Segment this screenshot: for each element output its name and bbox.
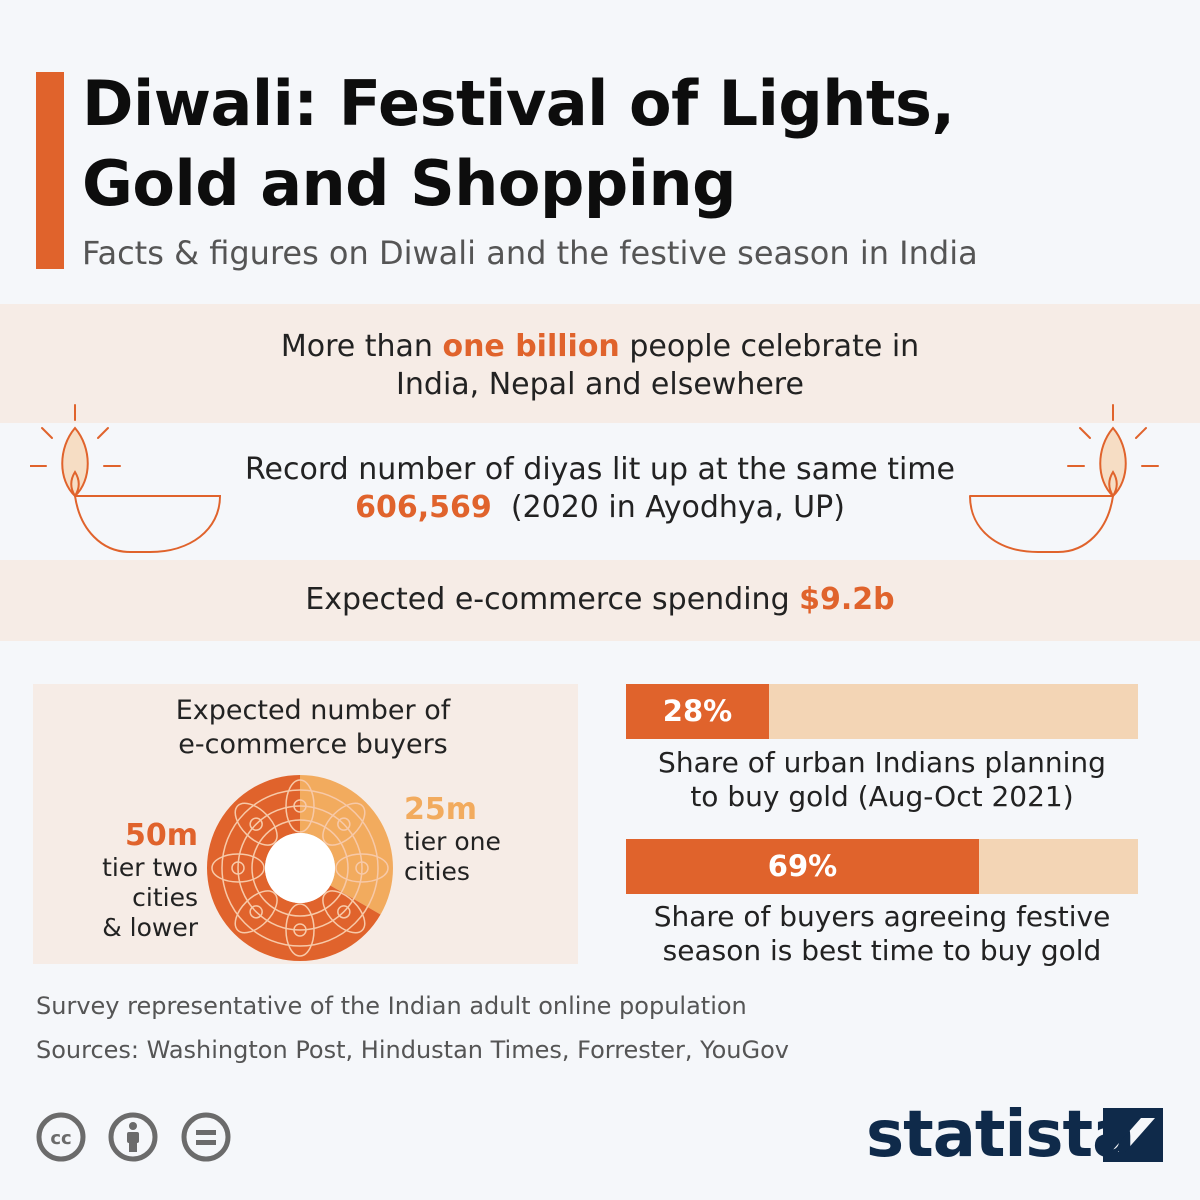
fact-2-text-post: (2020 in Ayodhya, UP) [510, 490, 845, 525]
sources-note: Sources: Washington Post, Hindustan Time… [36, 1036, 789, 1064]
fact-1: More than one billion people celebrate i… [0, 328, 1200, 404]
attribution-icon[interactable] [108, 1112, 158, 1162]
page-subtitle: Facts & figures on Diwali and the festiv… [82, 234, 978, 272]
bar-value-label-2: 69% [767, 849, 838, 883]
bar-value-label-1: 28% [662, 694, 733, 728]
title-line-1: Diwali: Festival of Lights, [82, 67, 955, 140]
donut-chart [207, 775, 393, 961]
fact-1-text-post: people celebrate in [619, 329, 920, 364]
statista-logo[interactable]: statista [866, 1098, 1135, 1172]
donut-title-line-1: Expected number of [175, 695, 451, 726]
statista-logo-icon [1103, 1108, 1163, 1162]
fact-2-highlight: 606,569 [355, 490, 492, 525]
diya-icon-right [969, 404, 1159, 553]
slice-text-line: & lower [102, 913, 198, 942]
rangoli-pattern [211, 779, 389, 957]
no-derivatives-icon[interactable] [181, 1112, 231, 1162]
fact-1-line-2: India, Nepal and elsewhere [396, 367, 804, 402]
diya-icon-left [30, 404, 222, 553]
bar-fill-1 [626, 684, 769, 739]
cc-icon[interactable]: cc [36, 1112, 86, 1162]
title-accent-bar [36, 72, 64, 269]
slice-text-line: cities [132, 883, 198, 912]
bar-desc-line: season is best time to buy gold [662, 934, 1102, 967]
bar-fill-2 [626, 839, 979, 894]
fact-band-3 [0, 560, 1200, 641]
slice-value-tier-one: 25m [404, 792, 478, 827]
slice-label-tier-one: 25m tier one cities [404, 792, 554, 887]
bar-desc-line: to buy gold (Aug-Oct 2021) [690, 780, 1074, 813]
slice-label-tier-two: 50m tier two cities & lower [80, 818, 198, 943]
fact-3-highlight: $9.2b [799, 582, 895, 617]
slice-text-line: tier one [404, 827, 501, 856]
page-title: Diwali: Festival of Lights, Gold and Sho… [82, 64, 1172, 224]
bar-track-2: 69% [626, 839, 1138, 894]
bar-desc-line: Share of urban Indians planning [658, 746, 1106, 779]
donut-title-line-2: e-commerce buyers [178, 729, 448, 760]
slice-value-tier-two: 50m [124, 818, 198, 853]
bar-desc-line: Share of buyers agreeing festive [653, 900, 1111, 933]
donut-chart-title: Expected number of e-commerce buyers [33, 694, 593, 762]
fact-2: Record number of diyas lit up at the sam… [0, 451, 1200, 527]
bar-description-1: Share of urban Indians planning to buy g… [626, 746, 1138, 814]
fact-3-text-pre: Expected e-commerce spending [305, 582, 800, 617]
fact-3: Expected e-commerce spending $9.2b [0, 581, 1200, 619]
fact-1-text-pre: More than [280, 329, 443, 364]
title-line-2: Gold and Shopping [82, 147, 737, 220]
bar-track-1: 28% [626, 684, 1138, 739]
donut-hole [265, 833, 335, 903]
fact-1-highlight: one billion [442, 329, 620, 364]
bar-description-2: Share of buyers agreeing festive season … [626, 900, 1138, 968]
svg-text:cc: cc [50, 1128, 71, 1149]
slice-text-line: cities [404, 857, 470, 886]
fact-2-line-1: Record number of diyas lit up at the sam… [245, 452, 955, 487]
survey-note: Survey representative of the Indian adul… [36, 992, 747, 1020]
fact-band-1 [0, 304, 1200, 423]
slice-text-line: tier two [102, 853, 198, 882]
